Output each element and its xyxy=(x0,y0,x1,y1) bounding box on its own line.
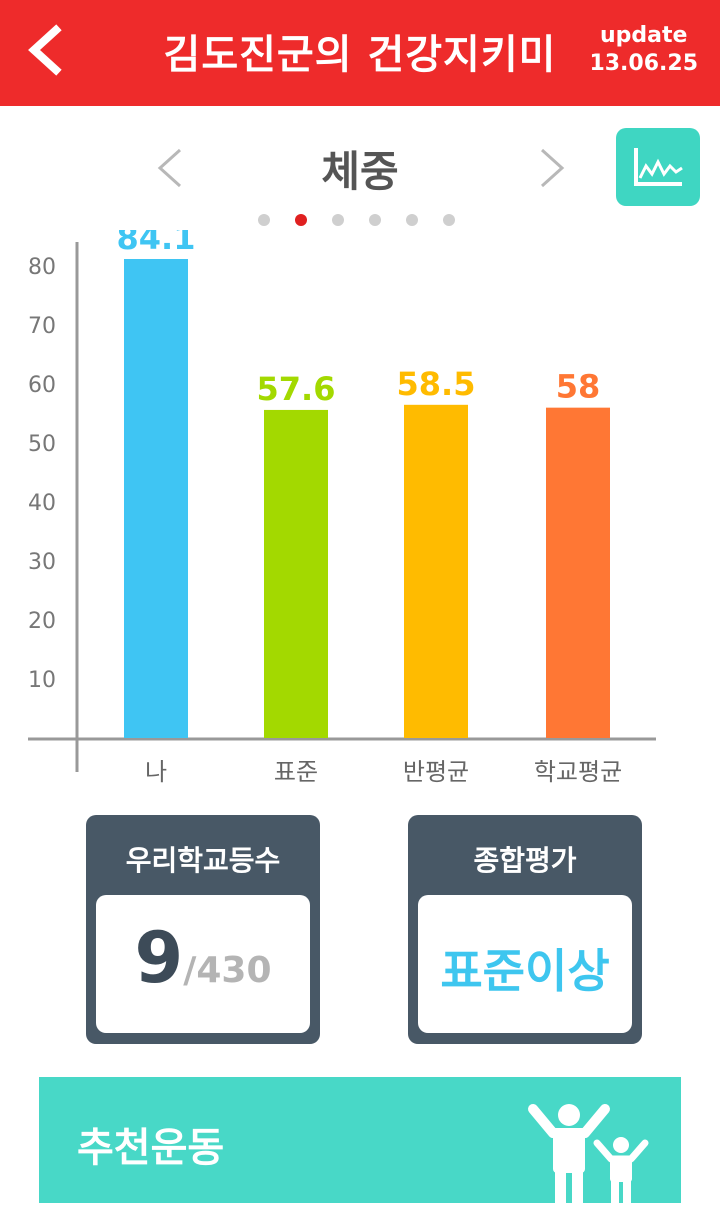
x-tick-label: 나 xyxy=(145,758,167,786)
x-tick-label: 학교평균 xyxy=(534,758,622,786)
line-graph-icon xyxy=(634,148,683,186)
overall-evaluation-panel: 표준이상 xyxy=(418,895,632,1033)
weight-bar-chart: 10 20 30 40 50 60 70 80 84.1 나 57.6 표준 58.5 반평균 58 학교평균 xyxy=(28,230,656,786)
x-tick-label: 표준 xyxy=(274,758,318,786)
page-dot[interactable] xyxy=(369,214,381,226)
page-dot[interactable] xyxy=(258,214,270,226)
app-header: 김도진군의 건강지키미 update 13.06.25 xyxy=(0,0,720,106)
school-rank-title: 우리학교등수 xyxy=(125,844,281,877)
y-tick-label: 80 xyxy=(28,255,56,280)
bar xyxy=(546,407,610,738)
rank-total: /430 xyxy=(183,950,272,991)
bar xyxy=(404,404,468,738)
y-tick-label: 50 xyxy=(28,432,56,457)
back-button[interactable] xyxy=(22,22,72,78)
bar-value-label: 58.5 xyxy=(397,365,476,403)
overall-evaluation-card: 종합평가 표준이상 xyxy=(408,815,642,1044)
bar xyxy=(264,409,328,738)
update-label: update xyxy=(599,23,688,48)
school-rank-panel: 9/430 xyxy=(96,895,310,1033)
bar-value-label: 58 xyxy=(556,368,601,406)
school-rank-value: 9/430 xyxy=(96,917,310,999)
y-tick-label: 10 xyxy=(28,668,56,693)
rank-number: 9 xyxy=(134,917,184,999)
graph-view-button[interactable] xyxy=(616,128,700,206)
school-rank-card: 우리학교등수 9/430 xyxy=(86,815,320,1044)
page-dot[interactable] xyxy=(443,214,455,226)
y-tick-label: 40 xyxy=(28,491,56,516)
recommended-exercise-label: 추천운동 xyxy=(77,1125,225,1171)
recommended-exercise-button[interactable]: 추천운동 xyxy=(39,1077,681,1203)
overall-evaluation-value: 표준이상 xyxy=(440,944,610,998)
update-info: update 13.06.25 xyxy=(589,22,698,78)
people-cheering-icon xyxy=(528,1104,649,1203)
bar-value-label: 57.6 xyxy=(257,370,336,408)
page-dot[interactable] xyxy=(406,214,418,226)
overall-evaluation-title: 종합평가 xyxy=(473,844,577,877)
page-dot[interactable] xyxy=(295,214,307,226)
update-date: 13.06.25 xyxy=(589,51,698,76)
chevron-left-icon xyxy=(157,148,182,188)
chevron-left-icon xyxy=(28,24,62,76)
y-tick-label: 30 xyxy=(28,550,56,575)
bar-value-label: 84.1 xyxy=(117,230,196,257)
chart-title: 체중 xyxy=(321,147,399,196)
y-tick-label: 60 xyxy=(28,373,56,398)
page-title: 김도진군의 건강지키미 xyxy=(163,32,557,78)
y-tick-label: 20 xyxy=(28,609,56,634)
page-dot[interactable] xyxy=(332,214,344,226)
y-tick-label: 70 xyxy=(28,314,56,339)
next-chart-button[interactable] xyxy=(534,146,570,190)
x-tick-label: 반평균 xyxy=(403,758,469,786)
bar xyxy=(124,259,188,738)
chevron-right-icon xyxy=(540,148,565,188)
prev-chart-button[interactable] xyxy=(152,146,188,190)
